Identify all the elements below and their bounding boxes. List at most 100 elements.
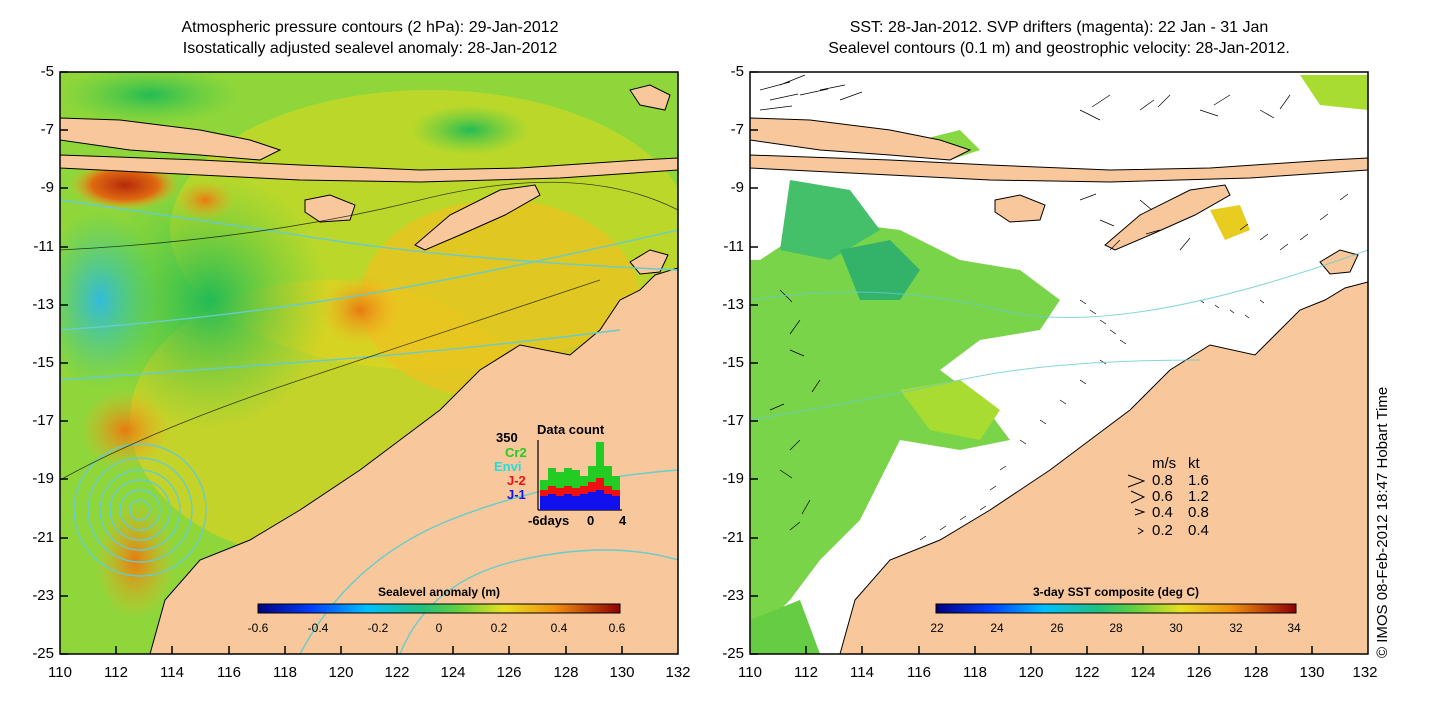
left-xtick: 114 — [160, 664, 184, 681]
left-ytick: -5 — [40, 63, 54, 80]
mission-j2: J-2 — [507, 473, 526, 488]
left-ytick: -13 — [32, 296, 54, 313]
right-colorbar-tick: 24 — [990, 621, 1004, 635]
right-ytick: -7 — [730, 121, 744, 138]
left-ytick: -9 — [40, 179, 54, 196]
right-ytick: -13 — [722, 296, 744, 313]
left-xtick: 112 — [104, 664, 128, 681]
right-xtick: 116 — [907, 664, 931, 681]
right-title-line1: SST: 28-Jan-2012. SVP drifters (magenta)… — [849, 19, 1269, 36]
left-colorbar-tick: 0.6 — [608, 621, 626, 635]
left-ytick: -23 — [32, 587, 54, 604]
tanimbar-island — [629, 84, 671, 111]
right-xtick: 130 — [1299, 664, 1325, 681]
right-map — [750, 72, 1368, 654]
right-colorbar-tick: 28 — [1109, 621, 1123, 635]
left-colorbar-tick: 0 — [435, 621, 443, 635]
right-tick-marks — [750, 71, 1313, 655]
right-colorbar-title: 3-day SST composite (deg C) — [1032, 585, 1200, 599]
right-ytick: -23 — [722, 587, 744, 604]
timor-island — [414, 184, 541, 251]
australia-land-right — [839, 281, 1368, 654]
right-colorbar-tick: 34 — [1287, 621, 1301, 635]
pressure-contours — [60, 199, 678, 654]
left-ytick: -15 — [32, 354, 54, 371]
data-count-xlabel-end: 4 — [619, 513, 627, 528]
java-island — [60, 117, 282, 161]
mission-cr2: Cr2 — [505, 445, 527, 460]
left-xtick: 130 — [609, 664, 635, 681]
right-ytick: -25 — [722, 645, 744, 662]
velocity-legend-kt: 1.2 — [1188, 488, 1209, 505]
left-xtick: 120 — [328, 664, 354, 681]
right-xtick: 110 — [738, 664, 762, 681]
left-colorbar-title: Sealevel anomaly (m) — [377, 585, 501, 599]
left-title-line1: Atmospheric pressure contours (2 hPa): 2… — [181, 19, 559, 36]
velocity-legend-ms: 0.8 — [1152, 472, 1173, 489]
right-ytick: -9 — [730, 179, 744, 196]
right-ytick: -11 — [723, 238, 744, 255]
right-title-line2: Sealevel contours (0.1 m) and geostrophi… — [828, 40, 1290, 57]
left-ytick: -7 — [40, 121, 54, 138]
right-xtick: 112 — [794, 664, 818, 681]
right-ytick: -15 — [722, 354, 744, 371]
left-title-line2: Isostatically adjusted sealevel anomaly:… — [182, 40, 558, 57]
left-xtick: 118 — [273, 664, 297, 681]
left-colorbar-tick: 0.4 — [550, 621, 568, 635]
mission-envi: Envi — [494, 459, 522, 474]
left-ytick: -19 — [32, 470, 54, 487]
left-xtick: 124 — [440, 664, 466, 681]
velocity-legend-kt-header: kt — [1188, 455, 1200, 472]
left-ytick: -11 — [33, 238, 54, 255]
right-ytick: -5 — [730, 63, 744, 80]
right-xtick: 128 — [1243, 664, 1269, 681]
left-xtick: 126 — [496, 664, 522, 681]
velocity-legend-arrows — [1127, 474, 1146, 535]
left-ytick: -21 — [32, 529, 54, 546]
left-tick-marks — [60, 71, 623, 655]
left-xtick: 122 — [384, 664, 410, 681]
data-count-xlabel-zero: 0 — [587, 513, 595, 528]
velocity-legend-ms: 0.2 — [1152, 522, 1173, 539]
left-colorbar-tick: -0.6 — [247, 621, 269, 635]
right-colorbar-tick: 30 — [1169, 621, 1183, 635]
velocity-legend-kt: 1.6 — [1188, 472, 1209, 489]
geostrophic-velocity-arrows — [759, 74, 1349, 541]
data-count-xlabel-start: -6days — [528, 513, 570, 528]
right-colorbar-tick: 22 — [930, 621, 944, 635]
velocity-legend-ms-header: m/s — [1152, 455, 1177, 472]
right-xtick: 120 — [1018, 664, 1044, 681]
left-colorbar-tick: -0.4 — [307, 621, 329, 635]
data-count-title: Data count — [537, 422, 605, 437]
right-ytick: -17 — [722, 412, 744, 429]
velocity-legend-kt: 0.4 — [1188, 522, 1209, 539]
flores-islands — [60, 154, 678, 183]
left-xtick: 132 — [665, 664, 691, 681]
right-xtick: 122 — [1074, 664, 1100, 681]
data-count-chart — [537, 440, 622, 511]
velocity-legend-ms: 0.4 — [1152, 504, 1173, 521]
left-colorbar — [257, 603, 621, 614]
right-colorbar — [935, 603, 1297, 614]
right-xtick: 126 — [1186, 664, 1212, 681]
right-xtick: 114 — [850, 664, 874, 681]
data-count-bars — [540, 442, 620, 510]
right-colorbar-tick: 26 — [1050, 621, 1064, 635]
australia-land — [149, 267, 678, 654]
left-colorbar-tick: -0.2 — [367, 621, 389, 635]
left-xtick: 110 — [48, 664, 72, 681]
data-count-max: 350 — [496, 430, 518, 445]
left-xtick: 116 — [217, 664, 241, 681]
right-colorbar-tick: 32 — [1229, 621, 1243, 635]
left-ytick: -25 — [32, 645, 54, 662]
right-ytick: -21 — [722, 529, 744, 546]
sumba-island — [304, 194, 356, 223]
imos-credit: © IMOS 08-Feb-2012 18:47 Hobart Time — [1374, 386, 1391, 658]
left-map — [60, 72, 678, 654]
velocity-legend-ms: 0.6 — [1152, 488, 1173, 505]
mission-j1: J-1 — [507, 487, 526, 502]
left-ytick: -17 — [32, 412, 54, 429]
velocity-legend-kt: 0.8 — [1188, 504, 1209, 521]
right-xtick: 132 — [1352, 664, 1378, 681]
